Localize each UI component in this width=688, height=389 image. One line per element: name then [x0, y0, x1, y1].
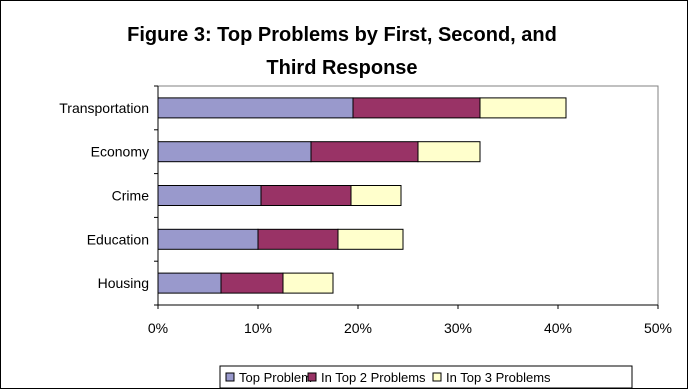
category-label: Housing [98, 275, 149, 291]
legend-box [219, 365, 633, 389]
category-label: Transportation [59, 100, 149, 116]
x-tick-label: 50% [644, 320, 672, 336]
bar-group [157, 97, 567, 294]
legend-swatch [307, 372, 317, 382]
bar-segment-education-series-3 [337, 228, 404, 250]
x-axis-ticks: 0% 10% 20% 30% 40% 50% [148, 85, 672, 336]
bar-segment-housing-series-3 [282, 272, 334, 294]
bar-segment-economy-series-1 [157, 141, 312, 163]
x-tick-label: 20% [344, 320, 372, 336]
legend-swatch [432, 372, 442, 382]
category-label: Crime [112, 188, 150, 204]
bar-segment-housing-series-1 [157, 272, 222, 294]
bar-segment-transportation-series-1 [157, 97, 354, 119]
legend: Top Problem In Top 2 Problems In Top 3 Pro… [225, 370, 551, 385]
legend-label: Top Problem [239, 370, 312, 385]
bar-segment-education-series-1 [157, 228, 259, 250]
x-tick-label: 40% [544, 320, 572, 336]
bar-segment-transportation-series-2 [352, 97, 481, 119]
x-tick-label: 30% [444, 320, 472, 336]
x-tick-label: 0% [148, 320, 168, 336]
bar-segment-crime-series-1 [157, 185, 262, 206]
bar-segment-economy-series-2 [310, 141, 419, 163]
x-tick-label: 10% [244, 320, 272, 336]
bar-segment-crime-series-3 [350, 185, 402, 206]
category-label: Education [87, 231, 149, 247]
bar-segment-transportation-series-3 [479, 97, 567, 119]
category-label: Economy [91, 144, 149, 160]
chart-title-line-1: Figure 3: Top Problems by First, Second,… [127, 24, 557, 46]
bar-segment-education-series-2 [257, 228, 339, 250]
category-labels: Transportation Economy Crime Education Housi… [59, 100, 149, 291]
bar-segment-housing-series-2 [220, 272, 284, 294]
legend-swatch [225, 372, 235, 382]
legend-label: In Top 2 Problems [321, 370, 426, 385]
bar-segment-economy-series-3 [417, 141, 481, 163]
chart-title-line-2: Third Response [266, 57, 417, 79]
legend-label: In Top 3 Problems [446, 370, 551, 385]
bar-segment-crime-series-2 [260, 185, 352, 206]
